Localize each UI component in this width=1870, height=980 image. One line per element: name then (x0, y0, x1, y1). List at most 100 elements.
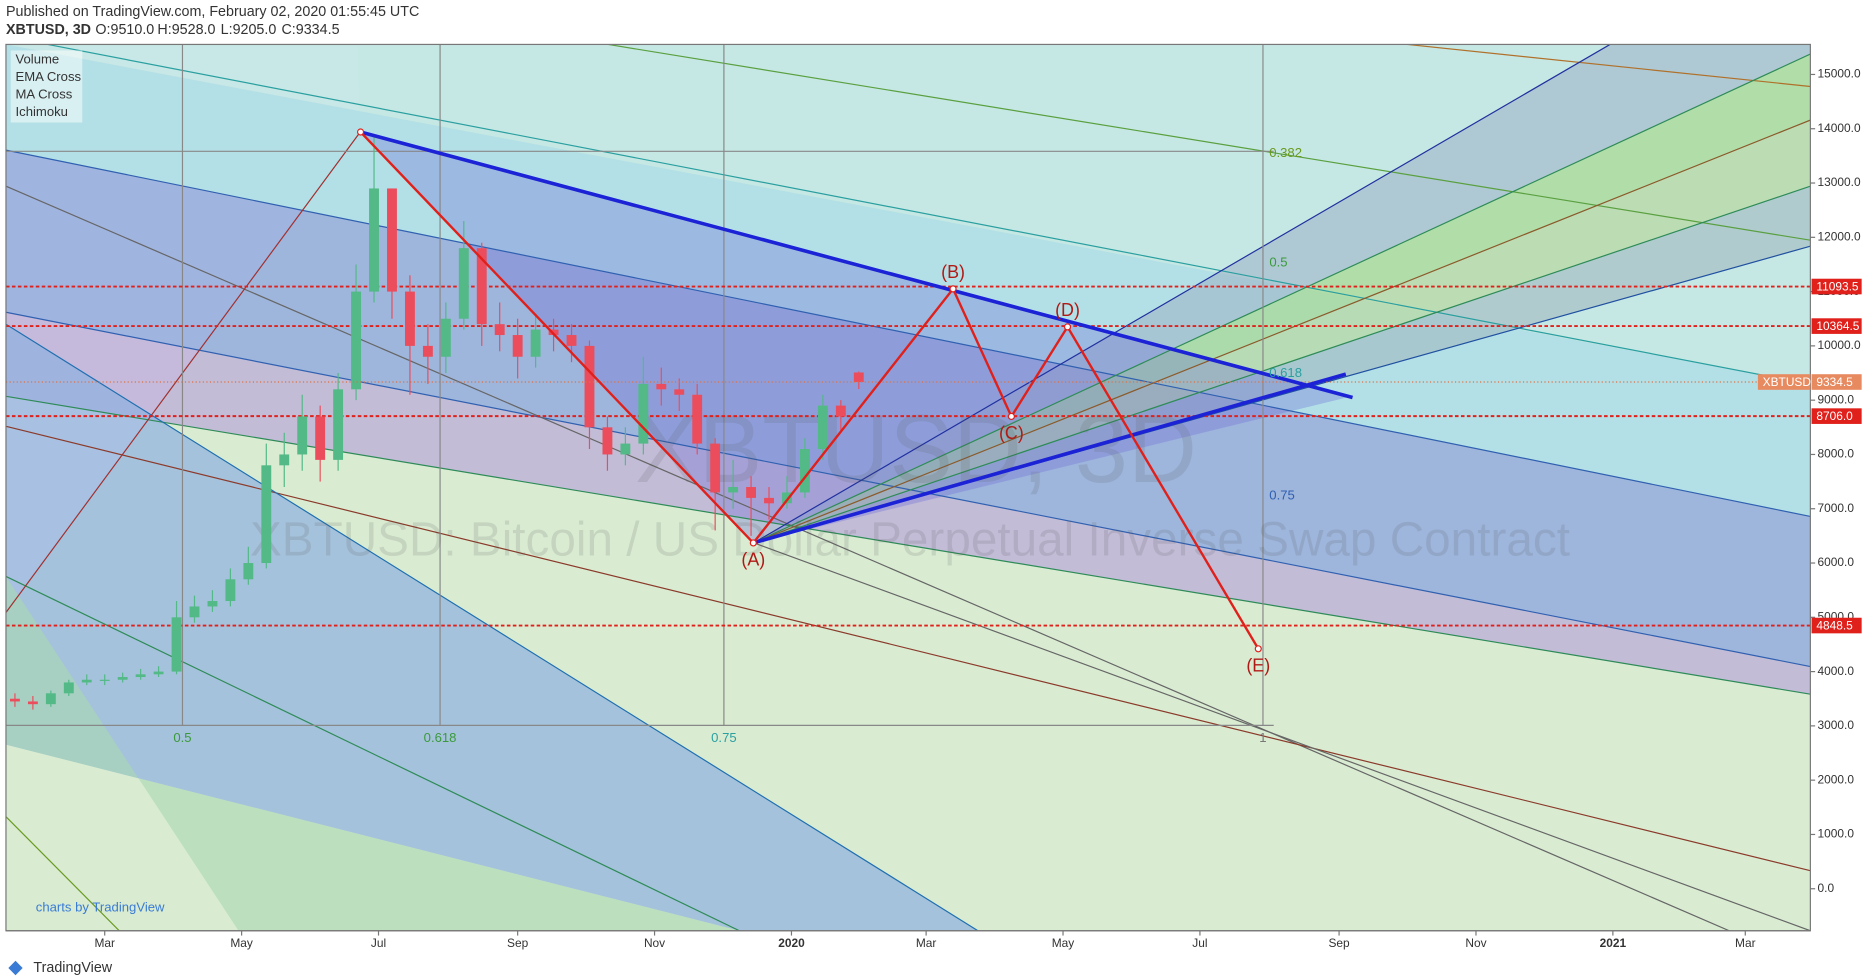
x-tick-label: Sep (1328, 936, 1350, 950)
wave-point (356, 128, 365, 136)
published: Published on TradingView.com, February 0… (6, 4, 419, 20)
last-price-tag (1811, 374, 1862, 390)
candle-body (81, 679, 92, 683)
footer: TradingView (33, 960, 112, 976)
fib-label: 0.618 (1269, 365, 1302, 380)
candle-body (351, 291, 362, 390)
candle-body (656, 383, 667, 390)
candle-body (728, 487, 739, 493)
candle-body (476, 248, 487, 325)
level-tag (1811, 318, 1862, 334)
fan-zone (5, 312, 1811, 695)
symbol-tag-label: XBTUSD (1763, 375, 1812, 389)
x-tick-label: Sep (507, 936, 529, 950)
candle-body (207, 601, 218, 607)
plot-area: XBTUSD, 3D XBTUSD: Bitcoin / US Dollar P… (5, 44, 1811, 931)
candle-body (566, 335, 577, 346)
y-tick-label: 12000.0 (1818, 229, 1861, 243)
y-tick-label: 15000.0 (1818, 67, 1861, 81)
candle-body (458, 248, 469, 319)
x-tick-label: Jul (371, 936, 386, 950)
fib-time-label: 0.5 (173, 730, 191, 745)
candle-body (261, 465, 272, 564)
fan-line (753, 53, 1811, 544)
ohlc-low: L:9205.0 (221, 22, 277, 38)
x-tick-label: Mar (94, 936, 115, 950)
ohlc-open: O:9510.0 (95, 22, 154, 38)
candle-body (189, 606, 200, 618)
wave-point (749, 539, 757, 547)
candle-body (404, 291, 415, 346)
candle-body (279, 454, 290, 466)
candle-body (387, 188, 397, 292)
fan-line (5, 575, 740, 931)
candle-body (817, 405, 828, 450)
candle-body (225, 579, 236, 602)
indicator-name: EMA Cross (16, 69, 82, 84)
y-tick-label: 10000.0 (1818, 338, 1861, 352)
fib-time-label: 1 (1259, 730, 1266, 745)
y-tick-label: 1000.0 (1818, 827, 1855, 841)
candle-body (243, 563, 254, 580)
candle-body (835, 405, 846, 417)
fan-line (5, 425, 1811, 872)
fan-line (47, 44, 1811, 385)
level-tag (1811, 617, 1862, 634)
wave-label: (C) (999, 423, 1024, 443)
y-tick-label: 8000.0 (1818, 447, 1855, 461)
watermark: XBTUSD, 3D (635, 395, 1197, 502)
y-tick-label: 7000.0 (1818, 501, 1855, 515)
symbol: XBTUSD, 3D (6, 22, 91, 38)
channel-line (752, 372, 1347, 545)
fan-lines (5, 44, 1811, 931)
y-tick-label: 6000.0 (1818, 555, 1855, 569)
x-tick-label: May (1052, 936, 1075, 950)
wave-label: (A) (741, 550, 765, 570)
candle-body (153, 671, 164, 675)
candle-body (135, 674, 146, 678)
y-tick-label: 3000.0 (1818, 718, 1855, 732)
candle-body (782, 492, 792, 504)
legend-box (10, 50, 83, 123)
wave-point (1007, 412, 1015, 421)
y-tick-label: 14000.0 (1818, 121, 1861, 135)
wave-point (949, 285, 957, 293)
level-label: 4848.5 (1816, 618, 1853, 632)
candle-body (297, 416, 308, 455)
wave-label: (D) (1055, 300, 1080, 320)
candle-body (494, 324, 505, 336)
candle-body (710, 443, 721, 493)
wave-point (1063, 323, 1072, 331)
fan-line (753, 185, 1811, 544)
y-tick-label: 13000.0 (1818, 175, 1861, 189)
wave-line (359, 131, 1260, 650)
level-label: 10364.5 (1816, 319, 1859, 333)
candle-body (10, 698, 20, 702)
fan-zone (5, 576, 740, 931)
candle-body (422, 345, 433, 357)
channel-line (360, 130, 1353, 400)
candle-body (27, 701, 38, 705)
symbol-tag (1757, 374, 1811, 390)
candle-body (117, 677, 128, 680)
wave-label: (B) (941, 262, 965, 282)
candle-body (440, 318, 451, 357)
fan-line (753, 542, 1811, 931)
candle-body (63, 682, 74, 694)
fib-label: 0.5 (1269, 254, 1287, 269)
candle-body (369, 188, 379, 292)
watermark-subtitle: XBTUSD: Bitcoin / US Dollar Perpetual In… (250, 513, 1570, 566)
fan-line (753, 44, 1611, 544)
fan-line (5, 185, 1730, 931)
candle-body (584, 345, 595, 428)
footer-logo (8, 960, 23, 976)
y-tick-label: 0.0 (1818, 881, 1835, 895)
wave-label: (E) (1246, 656, 1270, 676)
level-label: 8706.0 (1816, 409, 1853, 423)
candle-body (620, 443, 631, 455)
level-label: 11093.5 (1816, 279, 1859, 293)
y-tick-label: 4000.0 (1818, 664, 1855, 678)
channel-zone (360, 132, 1352, 543)
fan-zone (5, 150, 1811, 667)
